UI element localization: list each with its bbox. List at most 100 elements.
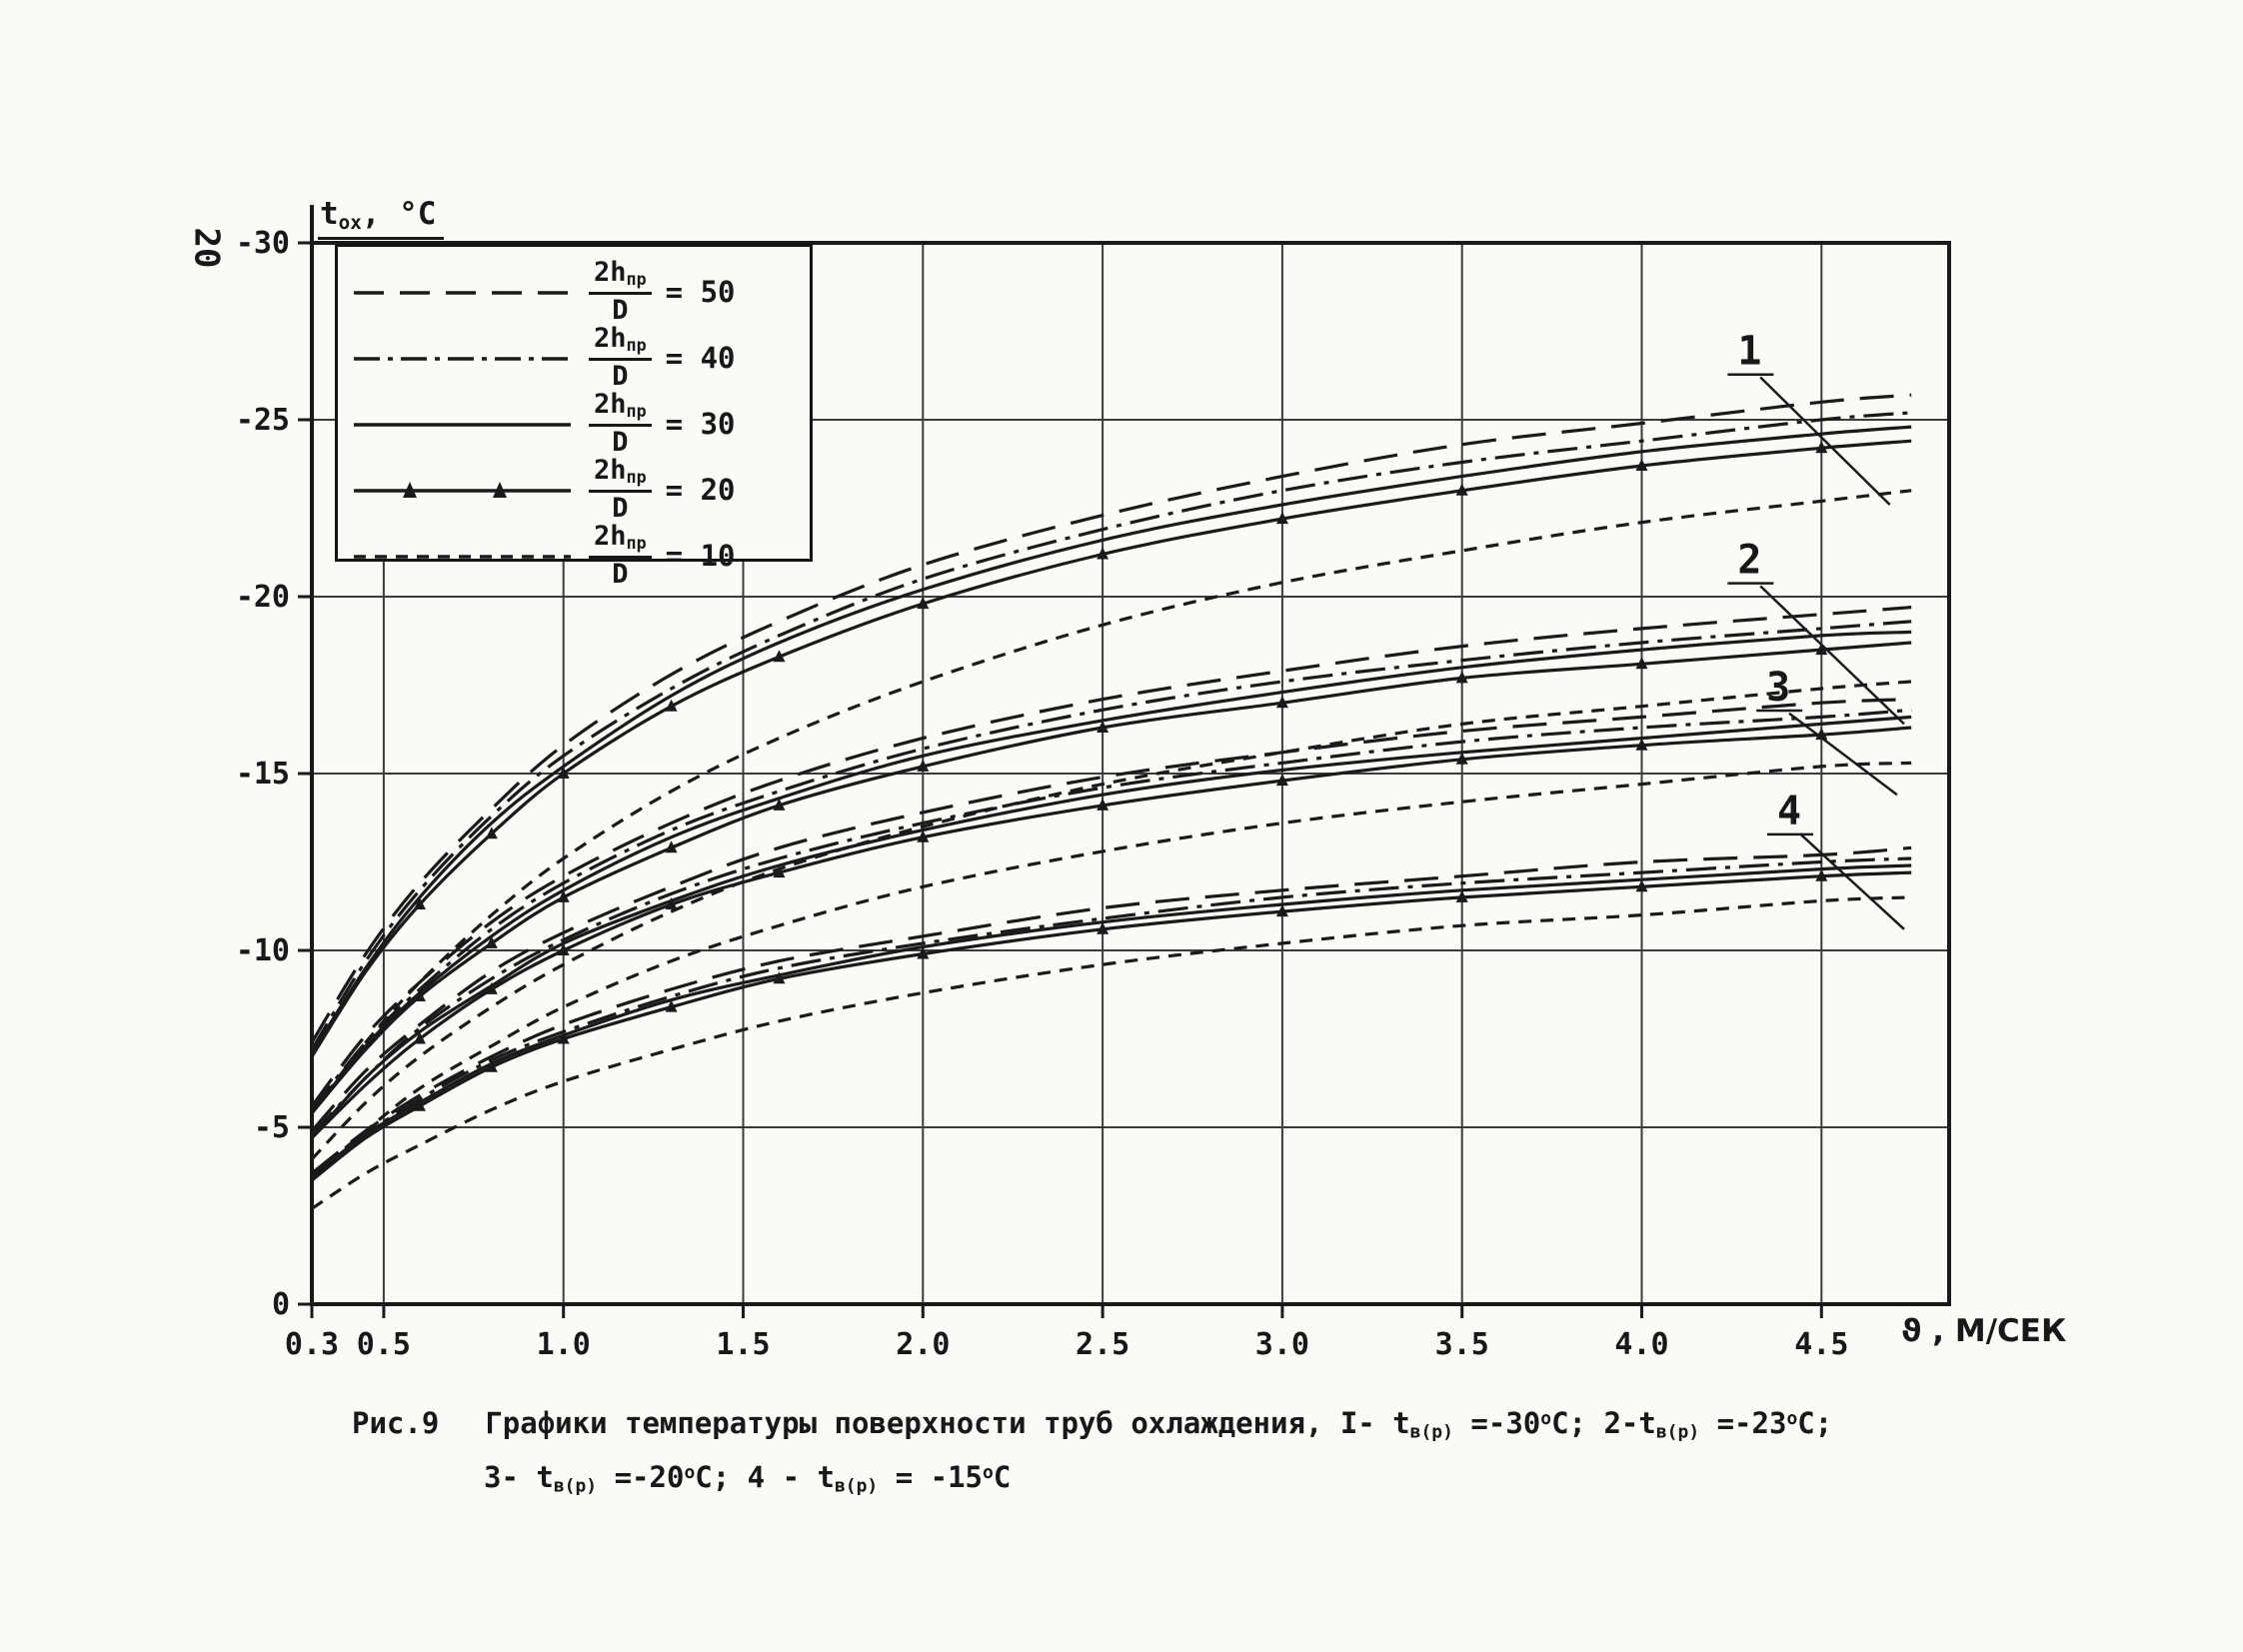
x-tick-label: 1.0 (537, 1327, 591, 1362)
legend-line-sample (354, 357, 571, 361)
legend-ratio-value: = 40 (665, 341, 736, 376)
legend-ratio-value: = 10 (665, 539, 736, 574)
triangle-marker (1455, 752, 1468, 765)
legend-ratio-value: = 20 (665, 473, 736, 508)
x-tick-label: 3.5 (1435, 1327, 1489, 1362)
triangle-marker (1815, 441, 1828, 454)
group-leader-line (1788, 712, 1898, 797)
triangle-marker (773, 650, 786, 663)
triangle-marker (917, 759, 930, 772)
legend-ratio-fraction: 2hпр D (589, 457, 652, 523)
legend-ratio-value: = 50 (665, 275, 736, 310)
curve-group2-ratio30 (310, 630, 1912, 1114)
triangle-marker (485, 935, 498, 948)
legend-line-sample (354, 555, 571, 560)
triangle-marker (917, 946, 930, 959)
y-tick-label: 0 (272, 1287, 290, 1322)
group-leader-line (1759, 585, 1905, 726)
legend-line-sample (354, 423, 571, 427)
curve-group2-ratio50 (310, 606, 1912, 1107)
triangle-marker (557, 1031, 570, 1044)
legend-item-ratio-20: 2hпр D = 20 (350, 457, 798, 523)
triangle-marker (773, 798, 786, 811)
x-axis-label: ϑ , М/СЕК (1901, 1313, 2067, 1349)
curve-group4-ratio40 (311, 856, 1912, 1178)
y-axis-label: tох, °С (318, 196, 445, 240)
legend-triangle-marker (403, 482, 417, 499)
legend-item-ratio-10: 2hпр D = 10 (350, 523, 798, 589)
triangle-marker (1815, 868, 1828, 881)
curve-group1-ratio10 (310, 489, 1912, 1114)
caption-line-2: 3- tв(р) =-20оС; 4 - tв(р) = -15оС (484, 1459, 1012, 1497)
curve-group-number: 2 (1737, 538, 1761, 584)
x-tick-label: 3.0 (1255, 1327, 1309, 1362)
x-tick-label: 4.0 (1614, 1327, 1668, 1362)
triangle-marker (413, 1031, 426, 1044)
x-tick-label: 2.0 (896, 1327, 950, 1362)
triangle-marker (1275, 512, 1288, 525)
triangle-marker (413, 897, 426, 909)
triangle-marker (773, 865, 786, 878)
y-tick-label: -20 (236, 580, 290, 615)
triangle-marker (665, 699, 678, 712)
triangle-marker (665, 840, 678, 853)
triangle-marker (1455, 671, 1468, 684)
triangle-marker (557, 943, 570, 955)
curve-group4-ratio10 (311, 895, 1912, 1210)
y-tick-label: -25 (236, 403, 290, 438)
legend-triangle-marker (493, 482, 507, 499)
triangle-marker (665, 999, 678, 1012)
y-tick-label: -15 (236, 757, 290, 792)
triangle-marker (1097, 721, 1110, 733)
curve-group3-ratio40 (310, 708, 1912, 1136)
triangle-marker (413, 989, 426, 1001)
chart-legend: 2hпр D = 50 2hпр D = 40 2hпр D = 30 2hпр D = 20 2hпр… (335, 244, 813, 589)
curve-group2-ratio40 (310, 620, 1912, 1111)
figure-label: Рис.9 (352, 1406, 440, 1440)
x-tick-label: 2.5 (1076, 1327, 1129, 1362)
triangle-marker (557, 889, 570, 902)
triangle-marker (1275, 774, 1288, 787)
figure-caption: Рис.9 Графики температуры поверхности тр… (352, 1397, 2101, 1504)
triangle-marker (1275, 696, 1288, 709)
triangle-marker (1455, 889, 1468, 902)
curve-group4-ratio20 (311, 870, 1912, 1182)
triangle-marker (1455, 483, 1468, 496)
curve-group-number: 4 (1777, 789, 1801, 834)
triangle-marker (413, 1098, 426, 1111)
triangle-marker (1097, 547, 1110, 560)
triangle-marker (1635, 738, 1648, 751)
legend-item-ratio-30: 2hпр D = 30 (350, 391, 798, 457)
curve-group1-ratio50 (310, 393, 1912, 1043)
curve-group3-ratio30 (310, 715, 1912, 1139)
triangle-marker (1635, 879, 1648, 892)
legend-ratio-value: = 30 (665, 407, 736, 442)
curve-group1-ratio40 (310, 411, 1912, 1050)
triangle-marker (665, 897, 678, 909)
curve-group4-ratio50 (311, 845, 1912, 1175)
triangle-marker (1275, 904, 1288, 917)
curve-group4-ratio30 (311, 863, 1912, 1178)
curve-group3-ratio50 (310, 698, 1912, 1132)
triangle-marker (1815, 643, 1828, 656)
legend-ratio-fraction: 2hпр D (589, 325, 652, 391)
legend-ratio-fraction: 2hпр D (589, 258, 652, 325)
group-leader-line (1798, 832, 1905, 930)
group-leader-line (1759, 376, 1891, 506)
legend-ratio-fraction: 2hпр D (589, 523, 652, 589)
curve-group-number: 1 (1737, 329, 1761, 375)
triangle-marker (485, 826, 498, 839)
triangle-marker (917, 597, 930, 610)
curve-group3-ratio20 (310, 726, 1912, 1139)
x-tick-label: 0.5 (357, 1327, 411, 1362)
triangle-marker (1097, 921, 1110, 934)
y-tick-label: -30 (236, 226, 290, 261)
x-tick-label: 4.5 (1794, 1327, 1848, 1362)
page-margin-number: 20 (186, 227, 227, 269)
legend-ratio-fraction: 2hпр D (589, 391, 652, 457)
x-tick-label: 1.5 (716, 1327, 770, 1362)
triangle-marker (1635, 459, 1648, 471)
y-tick-label: -5 (254, 1110, 290, 1145)
